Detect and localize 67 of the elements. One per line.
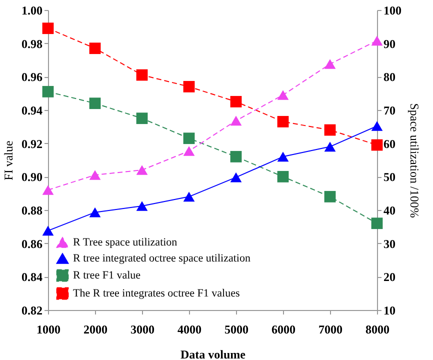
point: [371, 36, 383, 46]
y2-tick-label: 40: [384, 204, 396, 218]
x-axis-title: Data volume: [180, 348, 246, 360]
point: [371, 139, 383, 151]
y2-tick-label: 30: [384, 236, 396, 251]
point: [42, 86, 54, 98]
y-tick-label: 0.90: [22, 170, 42, 184]
y-tick-label: 0.88: [22, 204, 42, 218]
point: [183, 132, 195, 144]
y2-tick-label: 50: [384, 170, 396, 184]
point: [136, 112, 148, 124]
point: [183, 192, 195, 202]
y-tick-label: 0.84: [22, 270, 42, 284]
point: [136, 165, 148, 175]
point: [277, 152, 289, 162]
y-tick-label: 0.94: [22, 104, 42, 118]
point: [371, 121, 383, 131]
y2-tick-label: 20: [384, 270, 396, 284]
x-tick-label: 8000: [366, 322, 390, 336]
point: [230, 96, 242, 108]
point: [277, 116, 289, 128]
legend-label: R tree F1 value: [73, 270, 141, 282]
point: [183, 146, 195, 156]
point: [89, 98, 101, 110]
point: [230, 116, 242, 126]
x-tick-label: 4000: [178, 322, 202, 336]
point: [89, 207, 101, 218]
y2-tick-label: 60: [384, 136, 396, 151]
point: [89, 170, 101, 180]
y2-tick-label: 70: [384, 104, 396, 118]
point: [277, 170, 289, 182]
point: [42, 226, 54, 236]
x-tick-label: 5000: [224, 322, 248, 336]
point: [324, 190, 336, 202]
x-tick-label: 1000: [36, 322, 60, 336]
y2-tick-label: 10: [384, 304, 396, 318]
y-axis-title: FI value: [2, 140, 16, 180]
x-tick-label: 3000: [130, 322, 154, 336]
legend-label: The R tree integrates octree F1 values: [73, 288, 240, 300]
point: [324, 59, 336, 69]
y-tick-label: 0.98: [22, 36, 42, 51]
point: [230, 150, 242, 162]
legend-label: R tree integrated octree space utilization: [73, 252, 251, 264]
point: [89, 42, 101, 54]
point: [324, 142, 336, 152]
x-tick-label: 7000: [318, 322, 342, 336]
point: [371, 218, 383, 230]
y-tick-label: 0.82: [22, 304, 42, 318]
point: [136, 69, 148, 81]
y2-tick-label: 80: [384, 70, 396, 84]
point: [42, 22, 54, 34]
y-tick-label: 0.96: [22, 70, 42, 84]
x-tick-label: 6000: [272, 322, 296, 336]
y2-tick-label: 100: [384, 4, 402, 18]
point: [183, 80, 195, 92]
point: [42, 185, 54, 195]
point: [324, 124, 336, 136]
point: [136, 201, 148, 211]
legend-label: R Tree space utilization: [73, 236, 178, 248]
y-tick-label: 0.86: [22, 236, 42, 251]
y-tick-label: 1.00: [22, 4, 42, 18]
y-tick-label: 0.92: [22, 136, 42, 151]
y2-tick-label: 90: [384, 36, 396, 51]
y2-axis-title: Space utilization /100%: [408, 103, 422, 218]
point: [277, 90, 289, 100]
point: [230, 172, 242, 182]
x-tick-label: 2000: [84, 322, 108, 336]
